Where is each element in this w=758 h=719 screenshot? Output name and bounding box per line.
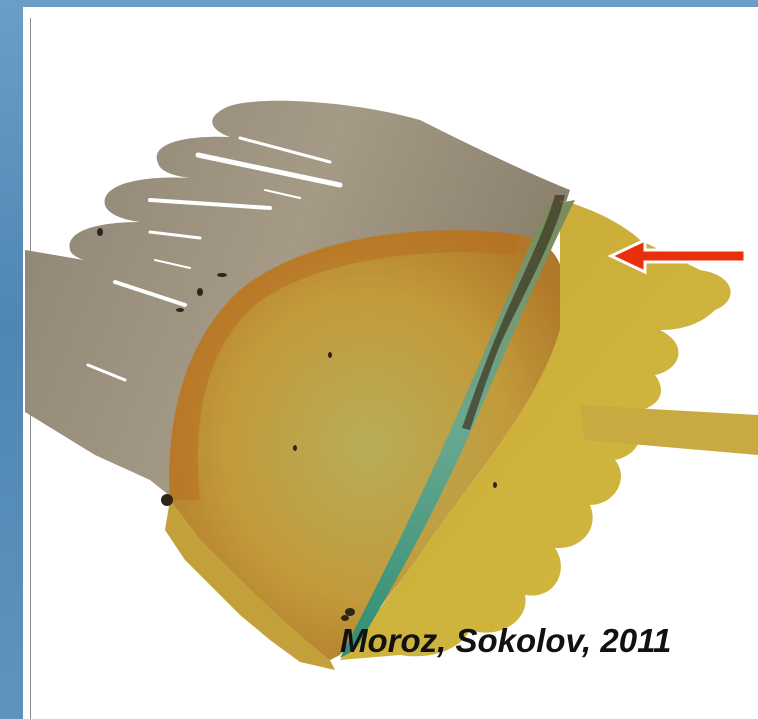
- southern-margin: [165, 500, 335, 670]
- basin-area: [169, 230, 566, 660]
- left-arrow-icon: [607, 237, 747, 275]
- eastern-survey-strip: [580, 405, 758, 455]
- slope-rim: [169, 230, 520, 500]
- canyon-channel: [340, 200, 575, 658]
- eastern-slope: [340, 200, 731, 660]
- citation-caption: Moroz, Sokolov, 2011: [340, 622, 672, 659]
- seabed-features: [97, 228, 497, 621]
- escarpment-ridge: [462, 195, 565, 430]
- swath-gaps: [86, 136, 343, 382]
